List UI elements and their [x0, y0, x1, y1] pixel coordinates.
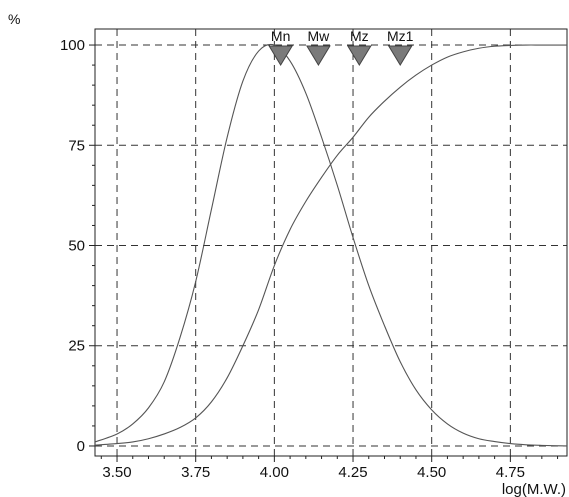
series-layer: [94, 43, 568, 447]
x-tick-label: 4.00: [260, 464, 289, 481]
x-tick-label: 4.50: [417, 464, 446, 481]
marker-mn-label: Mn: [271, 28, 290, 44]
x-tick-label: 4.75: [496, 464, 525, 481]
y-tick-label: 100: [60, 37, 85, 54]
x-tick-label: 4.25: [338, 464, 367, 481]
marker-mn-triangle: [268, 45, 294, 67]
cumulative-curve: [94, 44, 567, 446]
distribution-curve: [94, 43, 568, 447]
ticks-layer: [89, 44, 559, 462]
x-tick-label: 3.75: [181, 464, 210, 481]
marker-mz-triangle: [346, 45, 372, 67]
tick-labels-layer: 3.50 3.75 4.00 4.25 4.50 4.75 0 25 50 75 100: [60, 37, 525, 481]
grid-layer: [95, 29, 567, 456]
y-axis-label: %: [8, 11, 20, 27]
y-tick-label: 25: [68, 338, 85, 355]
y-tick-label: 50: [68, 238, 85, 255]
y-tick-label: 75: [68, 137, 85, 154]
x-axis-label: log(M.W.): [502, 481, 566, 497]
x-tick-label: 3.50: [102, 464, 131, 481]
marker-mz1-triangle: [387, 45, 413, 67]
marker-mz1-label: Mz1: [387, 28, 414, 44]
marker-mw-label: Mw: [308, 28, 331, 44]
y-tick-label: 0: [77, 438, 85, 455]
markers-layer: Mn Mw Mz Mz1: [268, 28, 414, 67]
marker-mz-label: Mz: [350, 28, 369, 44]
marker-mw-triangle: [306, 45, 331, 67]
plot-frame: [94, 28, 568, 457]
